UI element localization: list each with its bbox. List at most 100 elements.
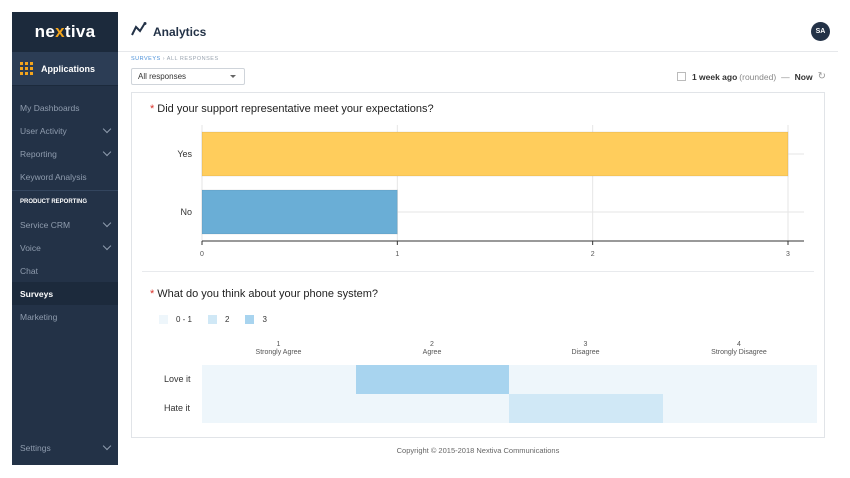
- heatmap-cell: [662, 394, 817, 423]
- sidebar-item-label: Service CRM: [20, 219, 71, 230]
- sidebar-item-voice[interactable]: Voice: [12, 236, 118, 259]
- heatmap-cell: [509, 365, 663, 394]
- sidebar-nav: My Dashboards User Activity Reporting Keywo…: [12, 96, 118, 328]
- sidebar-item-label: Voice: [20, 242, 41, 253]
- sidebar-item-label: Chat: [20, 265, 38, 276]
- footer-copyright: Copyright © 2015-2018 Nextiva Communicat…: [396, 446, 560, 455]
- heatmap-cell: [509, 394, 663, 423]
- question-1: * Did your support representative meet yo…: [150, 103, 434, 115]
- legend-item: 2: [208, 315, 229, 324]
- column-number: 2: [430, 341, 434, 348]
- column-label: Disagree: [571, 349, 600, 356]
- heatmap-cell: [355, 394, 510, 423]
- time-range-qualifier: (rounded): [739, 71, 777, 82]
- bar-yes: [201, 131, 789, 177]
- sidebar: ne x tiva Applications My Dashboards User A…: [12, 12, 118, 465]
- chevron-down-icon: [102, 124, 112, 134]
- breadcrumb-surveys-link[interactable]: SURVEYS: [131, 56, 161, 62]
- row-label: Love it: [164, 374, 191, 384]
- refresh-icon[interactable]: ↻: [817, 71, 826, 82]
- applications-button[interactable]: Applications: [12, 52, 118, 86]
- chevron-down-icon: [102, 147, 112, 157]
- sidebar-item-label: PRODUCT REPORTING: [20, 199, 88, 205]
- bar-no: [201, 189, 398, 235]
- legend-label: 0 - 1: [176, 315, 193, 324]
- legend-swatch: [159, 315, 168, 324]
- column-number: 3: [583, 341, 588, 348]
- page-title: Analytics: [153, 24, 207, 39]
- column-label: Strongly Agree: [255, 349, 302, 356]
- sidebar-item-user-activity[interactable]: User Activity: [12, 119, 118, 142]
- bar-chart: Yes No 0 1 2 3: [132, 123, 826, 268]
- question-1-text: Did your support representative meet you…: [157, 103, 434, 115]
- sidebar-item-label: Settings: [20, 442, 51, 453]
- x-tick-label: 0: [200, 251, 204, 258]
- x-tick-label: 1: [395, 251, 399, 258]
- logo-text-2: x: [55, 22, 65, 41]
- column-number: 1: [276, 341, 281, 348]
- top-header: Analytics SA: [118, 12, 838, 52]
- sidebar-item-my-dashboards[interactable]: My Dashboards: [12, 96, 118, 119]
- heatmap-legend: 0 - 1 2 3: [159, 315, 283, 324]
- chevron-down-icon: [102, 441, 112, 451]
- chevron-down-icon: [102, 218, 112, 228]
- column-label: Agree: [422, 349, 442, 356]
- question-2: * What do you think about your phone syst…: [150, 288, 378, 300]
- row-label: Hate it: [164, 403, 191, 413]
- heatmap-cell: [202, 394, 356, 423]
- bar-chart-svg: Yes No 0 1 2 3: [177, 125, 804, 258]
- breadcrumb-current: ALL RESPONSES: [166, 56, 219, 62]
- sidebar-item-reporting[interactable]: Reporting: [12, 142, 118, 165]
- required-marker: *: [150, 288, 155, 300]
- sidebar-item-label: My Dashboards: [20, 102, 80, 113]
- legend-swatch: [208, 315, 218, 324]
- time-range[interactable]: 1 week ago (rounded) — Now ↻: [676, 71, 826, 82]
- sidebar-item-label: Surveys: [20, 288, 54, 299]
- heatmap-cell: [355, 365, 510, 394]
- time-range-end: Now: [794, 71, 813, 82]
- logo-text-1: ne: [34, 22, 56, 41]
- category-label: Yes: [177, 149, 192, 159]
- x-tick-label: 2: [591, 251, 595, 258]
- column-number: 4: [737, 341, 741, 348]
- legend-item: 3: [245, 315, 267, 324]
- sidebar-item-service-crm[interactable]: Service CRM: [12, 213, 118, 236]
- column-header: 1 Strongly Agree: [202, 341, 355, 357]
- analytics-icon: [131, 22, 147, 41]
- chevron-down-icon: [102, 241, 112, 251]
- legend-label: 3: [262, 315, 267, 324]
- sidebar-item-chat[interactable]: Chat: [12, 259, 118, 282]
- breadcrumb: SURVEYS › ALL RESPONSES: [131, 56, 219, 62]
- legend-item: 0 - 1: [159, 315, 192, 324]
- legend-label: 2: [225, 315, 230, 324]
- legend-swatch: [245, 315, 255, 324]
- survey-results-card: * Did your support representative meet yo…: [131, 92, 825, 438]
- responses-filter-select[interactable]: All responses: [131, 68, 245, 85]
- nextiva-logo[interactable]: ne x tiva: [12, 12, 118, 52]
- sidebar-item-settings[interactable]: Settings: [12, 436, 118, 459]
- breadcrumb-separator: ›: [162, 56, 166, 62]
- apps-grid-icon: [20, 62, 33, 75]
- column-header: 4 Strongly Disagree: [663, 341, 816, 357]
- select-value: All responses: [138, 72, 187, 81]
- sidebar-item-label: Keyword Analysis: [20, 171, 87, 182]
- user-avatar[interactable]: SA: [811, 22, 830, 41]
- sidebar-item-label: User Activity: [20, 125, 67, 136]
- divider: [142, 271, 814, 272]
- sidebar-section-header: PRODUCT REPORTING: [12, 190, 118, 213]
- heatmap-cell: [202, 365, 356, 394]
- column-header: 3 Disagree: [509, 341, 662, 357]
- applications-label: Applications: [41, 63, 96, 74]
- heatmap: 1 Strongly Agree 2 Agree 3 Disagree 4 Strongly …: [132, 341, 826, 431]
- sidebar-item-surveys[interactable]: Surveys: [12, 282, 118, 305]
- logo-text-3: tiva: [64, 22, 96, 41]
- sidebar-item-marketing[interactable]: Marketing: [12, 305, 118, 328]
- column-header: 2 Agree: [356, 341, 509, 357]
- time-range-dash: —: [781, 71, 790, 82]
- sidebar-item-label: Reporting: [20, 148, 57, 159]
- calendar-icon: [676, 72, 686, 81]
- chevron-down-icon: [230, 75, 236, 78]
- question-2-text: What do you think about your phone syste…: [157, 288, 379, 300]
- sidebar-item-keyword-analysis[interactable]: Keyword Analysis: [12, 165, 118, 188]
- column-label: Strongly Disagree: [711, 349, 767, 356]
